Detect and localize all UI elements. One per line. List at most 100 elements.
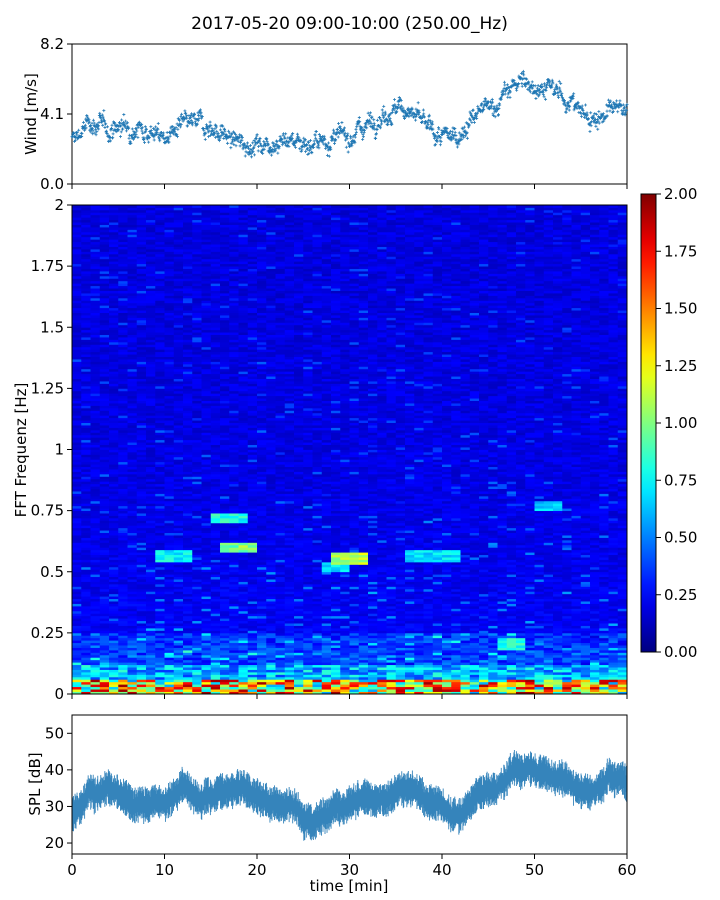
spectrogram-cell [275, 672, 286, 675]
spectrogram-cell [164, 605, 175, 609]
spectrogram-cell [340, 581, 350, 585]
spectrogram-cell [368, 557, 378, 560]
spectrogram-cell [220, 630, 230, 634]
spectrogram-cell [534, 669, 545, 673]
spectrogram-cell [266, 659, 276, 663]
spectrogram-cell [571, 674, 582, 678]
spectrogram-cell [506, 608, 517, 612]
spectrogram-cell [173, 615, 184, 619]
spectrogram-cell [238, 620, 249, 624]
spectrogram-cell [580, 615, 591, 619]
spectrogram-cell [432, 554, 443, 558]
spectrogram-cell [479, 583, 489, 587]
spectrogram-cell [210, 586, 221, 590]
spectrogram-cell [571, 615, 582, 619]
spectrogram-cell [220, 620, 230, 624]
wind-point [293, 143, 297, 147]
spectrogram-cell [136, 662, 147, 666]
spectrogram-cell [479, 664, 489, 668]
spectrogram-cell [331, 681, 341, 685]
spectrogram-cell [321, 615, 332, 619]
spectrogram-cell [405, 561, 415, 565]
spectrogram-cell [516, 564, 526, 568]
spectrogram-cell [349, 689, 360, 692]
spectrogram-cell [127, 676, 138, 680]
spectrogram-cell [479, 615, 489, 619]
spectrogram-cell [368, 566, 378, 570]
wind-point [110, 123, 114, 127]
spectrogram-cell [377, 642, 387, 646]
spectrogram-cell [451, 669, 461, 673]
spectrogram-cell [257, 557, 267, 560]
spectrogram-cell [479, 657, 489, 661]
spectrogram-cell [423, 681, 434, 685]
spectrogram-cell [173, 679, 184, 683]
spectrogram-cell [349, 642, 360, 646]
spectrogram-cell [414, 662, 424, 666]
spectrogram-cell [506, 684, 517, 688]
spectrogram-cell [257, 605, 267, 609]
spectrogram-cell [479, 601, 489, 604]
wind-point [409, 114, 413, 118]
spectrogram-cell [238, 574, 249, 578]
spectrogram-cell [229, 627, 239, 631]
spectrogram-cell [284, 632, 295, 636]
spectrogram-cell [377, 676, 387, 680]
spectrogram-cell [266, 676, 276, 680]
spectrogram-cell [395, 581, 406, 585]
spectrogram-cell [192, 593, 202, 597]
spectrogram-cell [460, 564, 471, 568]
spectrogram-cell [488, 608, 498, 612]
spectrogram-cell [183, 632, 193, 636]
spectrogram-cell [553, 571, 563, 575]
wind-point [383, 120, 387, 124]
spectrogram-cell [192, 588, 202, 592]
spectrogram-cell [599, 581, 609, 585]
spectrogram-cell [405, 679, 415, 683]
spectrogram-cell [266, 635, 276, 639]
spectrogram-cell [81, 654, 91, 658]
spectrogram-cell [118, 623, 128, 626]
spectrogram-cell [460, 674, 471, 678]
spectrogram-cell [229, 647, 239, 651]
spectrogram-cell [358, 630, 369, 634]
spectrogram-cell [358, 576, 369, 580]
spectrogram-cell [377, 605, 387, 609]
spectrogram-cell [349, 581, 360, 585]
spectrogram-cell [303, 579, 313, 582]
spectrogram-cell [266, 689, 276, 692]
spectrogram-cell [469, 564, 480, 568]
spectrogram-cell [340, 561, 350, 565]
spectrogram-cell [423, 652, 434, 656]
spectrogram-cell [386, 642, 397, 646]
spectrogram-cell [303, 576, 313, 580]
spectrogram-cell [442, 596, 452, 600]
wind-point [193, 112, 197, 116]
spectrogram-cell [284, 635, 295, 639]
spectrogram-cell [164, 637, 175, 641]
spectrogram-cell [331, 672, 341, 675]
wind-point [156, 127, 160, 131]
spectrogram-cell [90, 588, 101, 592]
spectrogram-cell [562, 605, 572, 609]
spectrogram-cell [377, 669, 387, 673]
spectrogram-cell [368, 642, 378, 646]
spectrogram-cell [247, 649, 258, 653]
spectrogram-cell [497, 588, 508, 592]
spectrogram-cell [201, 610, 212, 614]
spectrogram-cell [451, 662, 461, 666]
spectrogram-cell [331, 676, 341, 680]
wind-point [378, 126, 382, 130]
spectrogram-cell [257, 662, 267, 666]
spectrogram-cell [497, 689, 508, 692]
spectrogram-cell [358, 596, 369, 600]
spectrogram-cell [497, 554, 508, 558]
spectrogram-cell [284, 564, 295, 568]
wind-point [372, 123, 376, 127]
spectrogram-cell [312, 615, 323, 619]
spectrogram-cell [432, 679, 443, 683]
spectrogram-cell [349, 684, 360, 688]
spectrogram-cell [99, 684, 110, 688]
spectrogram-cell [192, 689, 202, 692]
spectrogram-cell [451, 637, 461, 641]
